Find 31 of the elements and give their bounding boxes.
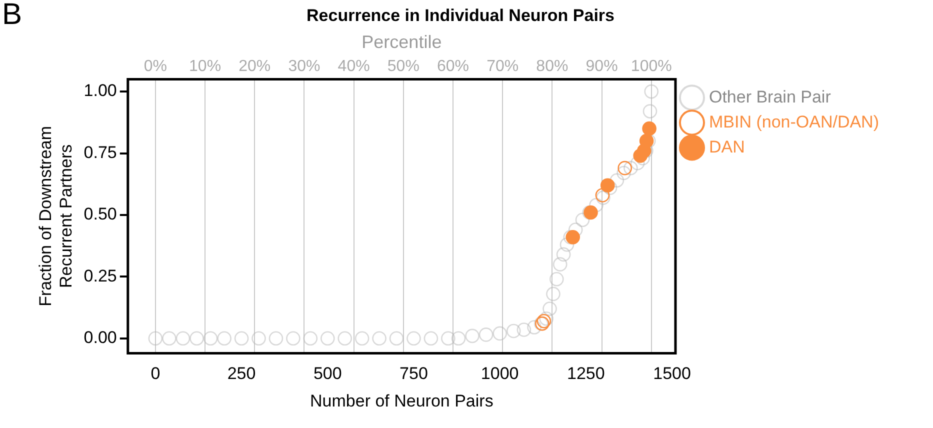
x-tick-label: 750: [400, 364, 428, 384]
x-tick-label: 0: [150, 364, 160, 384]
x2-tick-label: 30%: [288, 58, 320, 76]
legend-label: Other Brain Pair: [708, 87, 832, 106]
text: B: [2, 0, 22, 31]
y-tick-label: 0.75: [84, 142, 117, 162]
y-tick-label: 0.00: [84, 328, 117, 348]
x-tick-label: 1500: [653, 364, 691, 384]
x-axis-title: Number of Neuron Pairs: [310, 391, 494, 410]
x2-tick-label: 20%: [238, 58, 271, 76]
x2-tick-label: 0%: [144, 58, 168, 76]
x2-axis-title: Percentile: [362, 32, 442, 52]
x2-tick-label: 70%: [486, 58, 519, 76]
x2-tick-label: 40%: [338, 58, 370, 76]
x2-tick-label: 100%: [630, 58, 672, 76]
x2-tick-label: 60%: [436, 58, 470, 76]
x2-tick-label: 10%: [189, 58, 222, 76]
y-tick-label: 0.50: [84, 204, 117, 224]
y-tick-label: 1.00: [84, 81, 117, 100]
x2-tick-label: 80%: [536, 58, 568, 76]
x2-tick-label: 90%: [586, 58, 618, 76]
x2-tick-label: 50%: [387, 58, 420, 76]
y-tick-label: 0.25: [84, 266, 117, 286]
x-tick-label: 1250: [567, 364, 605, 384]
legend-label: DAN: [708, 137, 745, 156]
x-tick-label: 500: [313, 364, 342, 384]
x-tick-label: 250: [227, 364, 256, 384]
y-axis-title: Fraction of Downstream Recurrent Partners: [36, 126, 76, 306]
legend-label: MBIN (non-OAN/DAN): [708, 112, 880, 132]
chart-title: Recurrence in Individual Neuron Pairs: [306, 6, 614, 25]
x-tick-label: 1000: [480, 364, 519, 384]
